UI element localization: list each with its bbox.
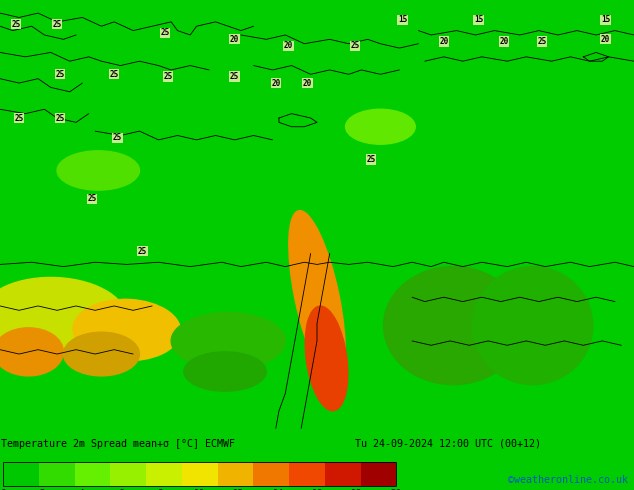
Text: 15: 15 <box>601 15 610 24</box>
Ellipse shape <box>305 306 348 411</box>
Text: 25: 25 <box>160 28 169 37</box>
Text: 20: 20 <box>500 37 508 46</box>
Text: 4: 4 <box>79 489 84 490</box>
Text: 16: 16 <box>312 489 323 490</box>
Text: 18: 18 <box>351 489 363 490</box>
Bar <box>75 463 110 486</box>
Text: 2: 2 <box>40 489 45 490</box>
Bar <box>289 463 325 486</box>
Text: 25: 25 <box>56 70 65 79</box>
Bar <box>254 463 289 486</box>
Ellipse shape <box>346 109 415 144</box>
Text: 15: 15 <box>398 15 407 24</box>
Text: 20: 20 <box>601 35 610 44</box>
Ellipse shape <box>184 352 266 391</box>
Bar <box>325 463 361 486</box>
Text: 20: 20 <box>439 37 448 46</box>
Text: 25: 25 <box>351 41 359 50</box>
Text: 0: 0 <box>1 489 6 490</box>
Text: 25: 25 <box>87 195 96 203</box>
Ellipse shape <box>57 151 139 190</box>
Bar <box>3 463 396 486</box>
Ellipse shape <box>384 267 523 385</box>
Text: 25: 25 <box>113 133 122 142</box>
Bar <box>146 463 182 486</box>
Ellipse shape <box>289 211 345 384</box>
Text: 10: 10 <box>194 489 205 490</box>
Text: 12: 12 <box>233 489 245 490</box>
Bar <box>110 463 146 486</box>
Bar <box>182 463 217 486</box>
Text: Temperature 2m Spread mean+σ [°C] ECMWF: Temperature 2m Spread mean+σ [°C] ECMWF <box>1 439 235 449</box>
Bar <box>39 463 75 486</box>
Bar <box>3 463 39 486</box>
Text: 25: 25 <box>53 20 61 28</box>
Text: 20: 20 <box>303 78 312 88</box>
Ellipse shape <box>472 267 593 385</box>
Text: 20: 20 <box>284 41 293 50</box>
Bar <box>217 463 254 486</box>
Ellipse shape <box>0 328 63 376</box>
Text: 25: 25 <box>15 114 23 122</box>
Text: 25: 25 <box>56 114 65 122</box>
Text: 20: 20 <box>271 78 280 88</box>
Bar <box>361 463 396 486</box>
Text: 25: 25 <box>11 20 20 28</box>
Text: 25: 25 <box>366 155 375 164</box>
Text: 20: 20 <box>391 489 402 490</box>
Text: 8: 8 <box>158 489 163 490</box>
Text: 25: 25 <box>230 72 239 81</box>
Text: 14: 14 <box>273 489 284 490</box>
Text: 25: 25 <box>138 247 147 256</box>
Text: Tu 24-09-2024 12:00 UTC (00+12): Tu 24-09-2024 12:00 UTC (00+12) <box>355 439 541 449</box>
Ellipse shape <box>0 277 127 356</box>
Ellipse shape <box>73 299 181 361</box>
Text: 25: 25 <box>110 70 119 79</box>
Ellipse shape <box>63 332 139 376</box>
Text: 25: 25 <box>538 37 547 46</box>
Text: ©weatheronline.co.uk: ©weatheronline.co.uk <box>508 475 628 485</box>
Text: 20: 20 <box>230 35 239 44</box>
Text: 6: 6 <box>119 489 124 490</box>
Text: 15: 15 <box>474 15 483 24</box>
Ellipse shape <box>171 313 285 369</box>
Text: 25: 25 <box>164 72 172 81</box>
